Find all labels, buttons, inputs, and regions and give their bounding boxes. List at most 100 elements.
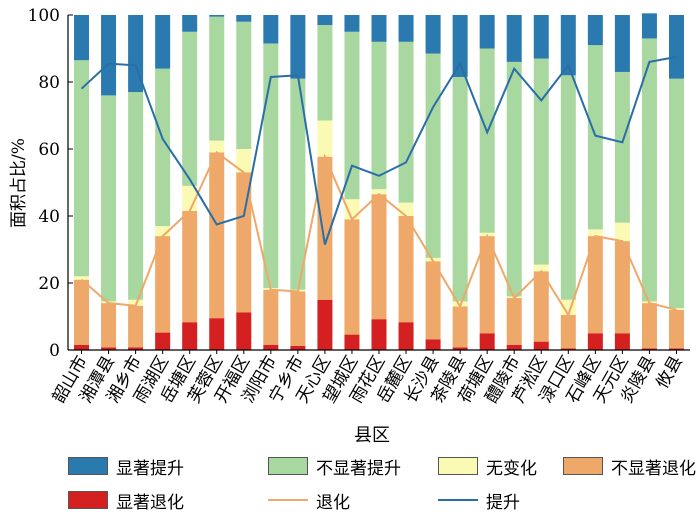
bar-segment <box>317 156 333 300</box>
bar-segment <box>290 345 306 350</box>
legend: 显著提升 不显著提升 无变化 不显著退化 显著退化 退化 提升 <box>68 453 698 523</box>
y-tick-label: 0 <box>49 341 60 361</box>
bar-segment <box>533 15 549 59</box>
bar-segment <box>452 15 468 77</box>
bar-segment <box>506 61 522 297</box>
bar-segment <box>587 229 603 237</box>
bars-layer <box>74 13 684 350</box>
bar-segment <box>182 322 198 350</box>
bar-segment <box>533 341 549 350</box>
bar-segment <box>452 347 468 350</box>
bar-segment <box>290 15 306 79</box>
legend-item: 退化 <box>268 487 350 513</box>
bar-segment <box>317 120 333 157</box>
bar-segment <box>479 236 495 334</box>
bar-segment <box>506 344 522 350</box>
bar-segment <box>263 15 279 44</box>
bar-segment <box>398 216 414 323</box>
bar-segment <box>371 15 387 42</box>
bar-segment <box>668 348 684 350</box>
legend-label: 退化 <box>316 492 350 513</box>
bar-segment <box>101 15 117 96</box>
bar-segment <box>371 194 387 320</box>
bar-segment <box>560 15 576 76</box>
bar-segment <box>560 75 576 300</box>
bar-segment <box>398 41 414 203</box>
bar-segment <box>344 219 360 335</box>
bar-segment <box>236 172 252 313</box>
bar-segment <box>398 202 414 216</box>
bar-segment <box>236 21 252 150</box>
bar-segment <box>263 344 279 350</box>
bar-segment <box>101 95 117 302</box>
bar-segment <box>587 45 603 230</box>
bar-segment <box>236 312 252 350</box>
bar-segment <box>182 15 198 32</box>
y-tick-label: 100 <box>28 6 60 26</box>
legend-swatch <box>68 457 108 475</box>
bar-segment <box>209 16 225 141</box>
series-line <box>80 150 677 318</box>
bar-segment <box>182 31 198 186</box>
bar-segment <box>74 60 90 277</box>
legend-swatch <box>68 491 108 509</box>
bar-segment <box>614 71 630 223</box>
bar-segment <box>506 298 522 345</box>
bar-segment <box>344 15 360 32</box>
bar-segment <box>614 241 630 334</box>
bar-segment <box>641 13 657 39</box>
x-axis-label: 县区 <box>354 425 390 446</box>
bar-segment <box>398 322 414 350</box>
bar-segment <box>74 279 90 345</box>
bar-segment <box>317 15 333 26</box>
legend-item: 不显著提升 <box>268 453 401 479</box>
legend-item: 无变化 <box>438 453 537 479</box>
legend-swatch <box>438 457 478 475</box>
y-tick-label: 20 <box>38 274 60 294</box>
bar-segment <box>587 236 603 334</box>
bar-segment <box>641 38 657 302</box>
legend-item: 不显著退化 <box>563 453 696 479</box>
bar-segment <box>614 15 630 72</box>
bar-segment <box>371 189 387 195</box>
legend-swatch <box>563 457 603 475</box>
legend-label: 不显著提升 <box>316 458 401 479</box>
y-tick-label: 80 <box>38 73 60 93</box>
bar-segment <box>533 264 549 272</box>
bar-segment <box>236 149 252 173</box>
bar-segment <box>668 78 684 309</box>
bar-segment <box>209 152 225 319</box>
legend-swatch <box>438 499 478 501</box>
bar-segment <box>344 31 360 200</box>
bar-segment <box>209 318 225 350</box>
bar-segment <box>479 15 495 49</box>
legend-label: 提升 <box>486 492 520 513</box>
bar-segment <box>614 222 630 242</box>
bar-segment <box>101 347 117 350</box>
bar-segment <box>452 306 468 348</box>
bar-segment <box>182 210 198 323</box>
bar-segment <box>533 58 549 265</box>
bar-segment <box>155 236 171 333</box>
bar-segment <box>587 15 603 46</box>
bar-segment <box>344 199 360 220</box>
bar-segment <box>74 15 90 61</box>
bar-segment <box>317 25 333 121</box>
bar-segment <box>560 314 576 349</box>
legend-label: 显著退化 <box>116 492 184 513</box>
bar-segment <box>641 348 657 350</box>
legend-item: 提升 <box>438 487 520 513</box>
bar-segment <box>425 261 441 340</box>
bar-segment <box>452 76 468 302</box>
legend-item: 显著退化 <box>68 487 184 513</box>
bar-segment <box>155 15 171 69</box>
bar-segment <box>668 15 684 79</box>
bar-segment <box>236 15 252 22</box>
bar-segment <box>479 333 495 350</box>
series-line <box>80 55 677 245</box>
bar-segment <box>614 333 630 350</box>
bar-segment <box>155 332 171 350</box>
bar-segment <box>533 271 549 342</box>
bar-segment <box>425 15 441 54</box>
